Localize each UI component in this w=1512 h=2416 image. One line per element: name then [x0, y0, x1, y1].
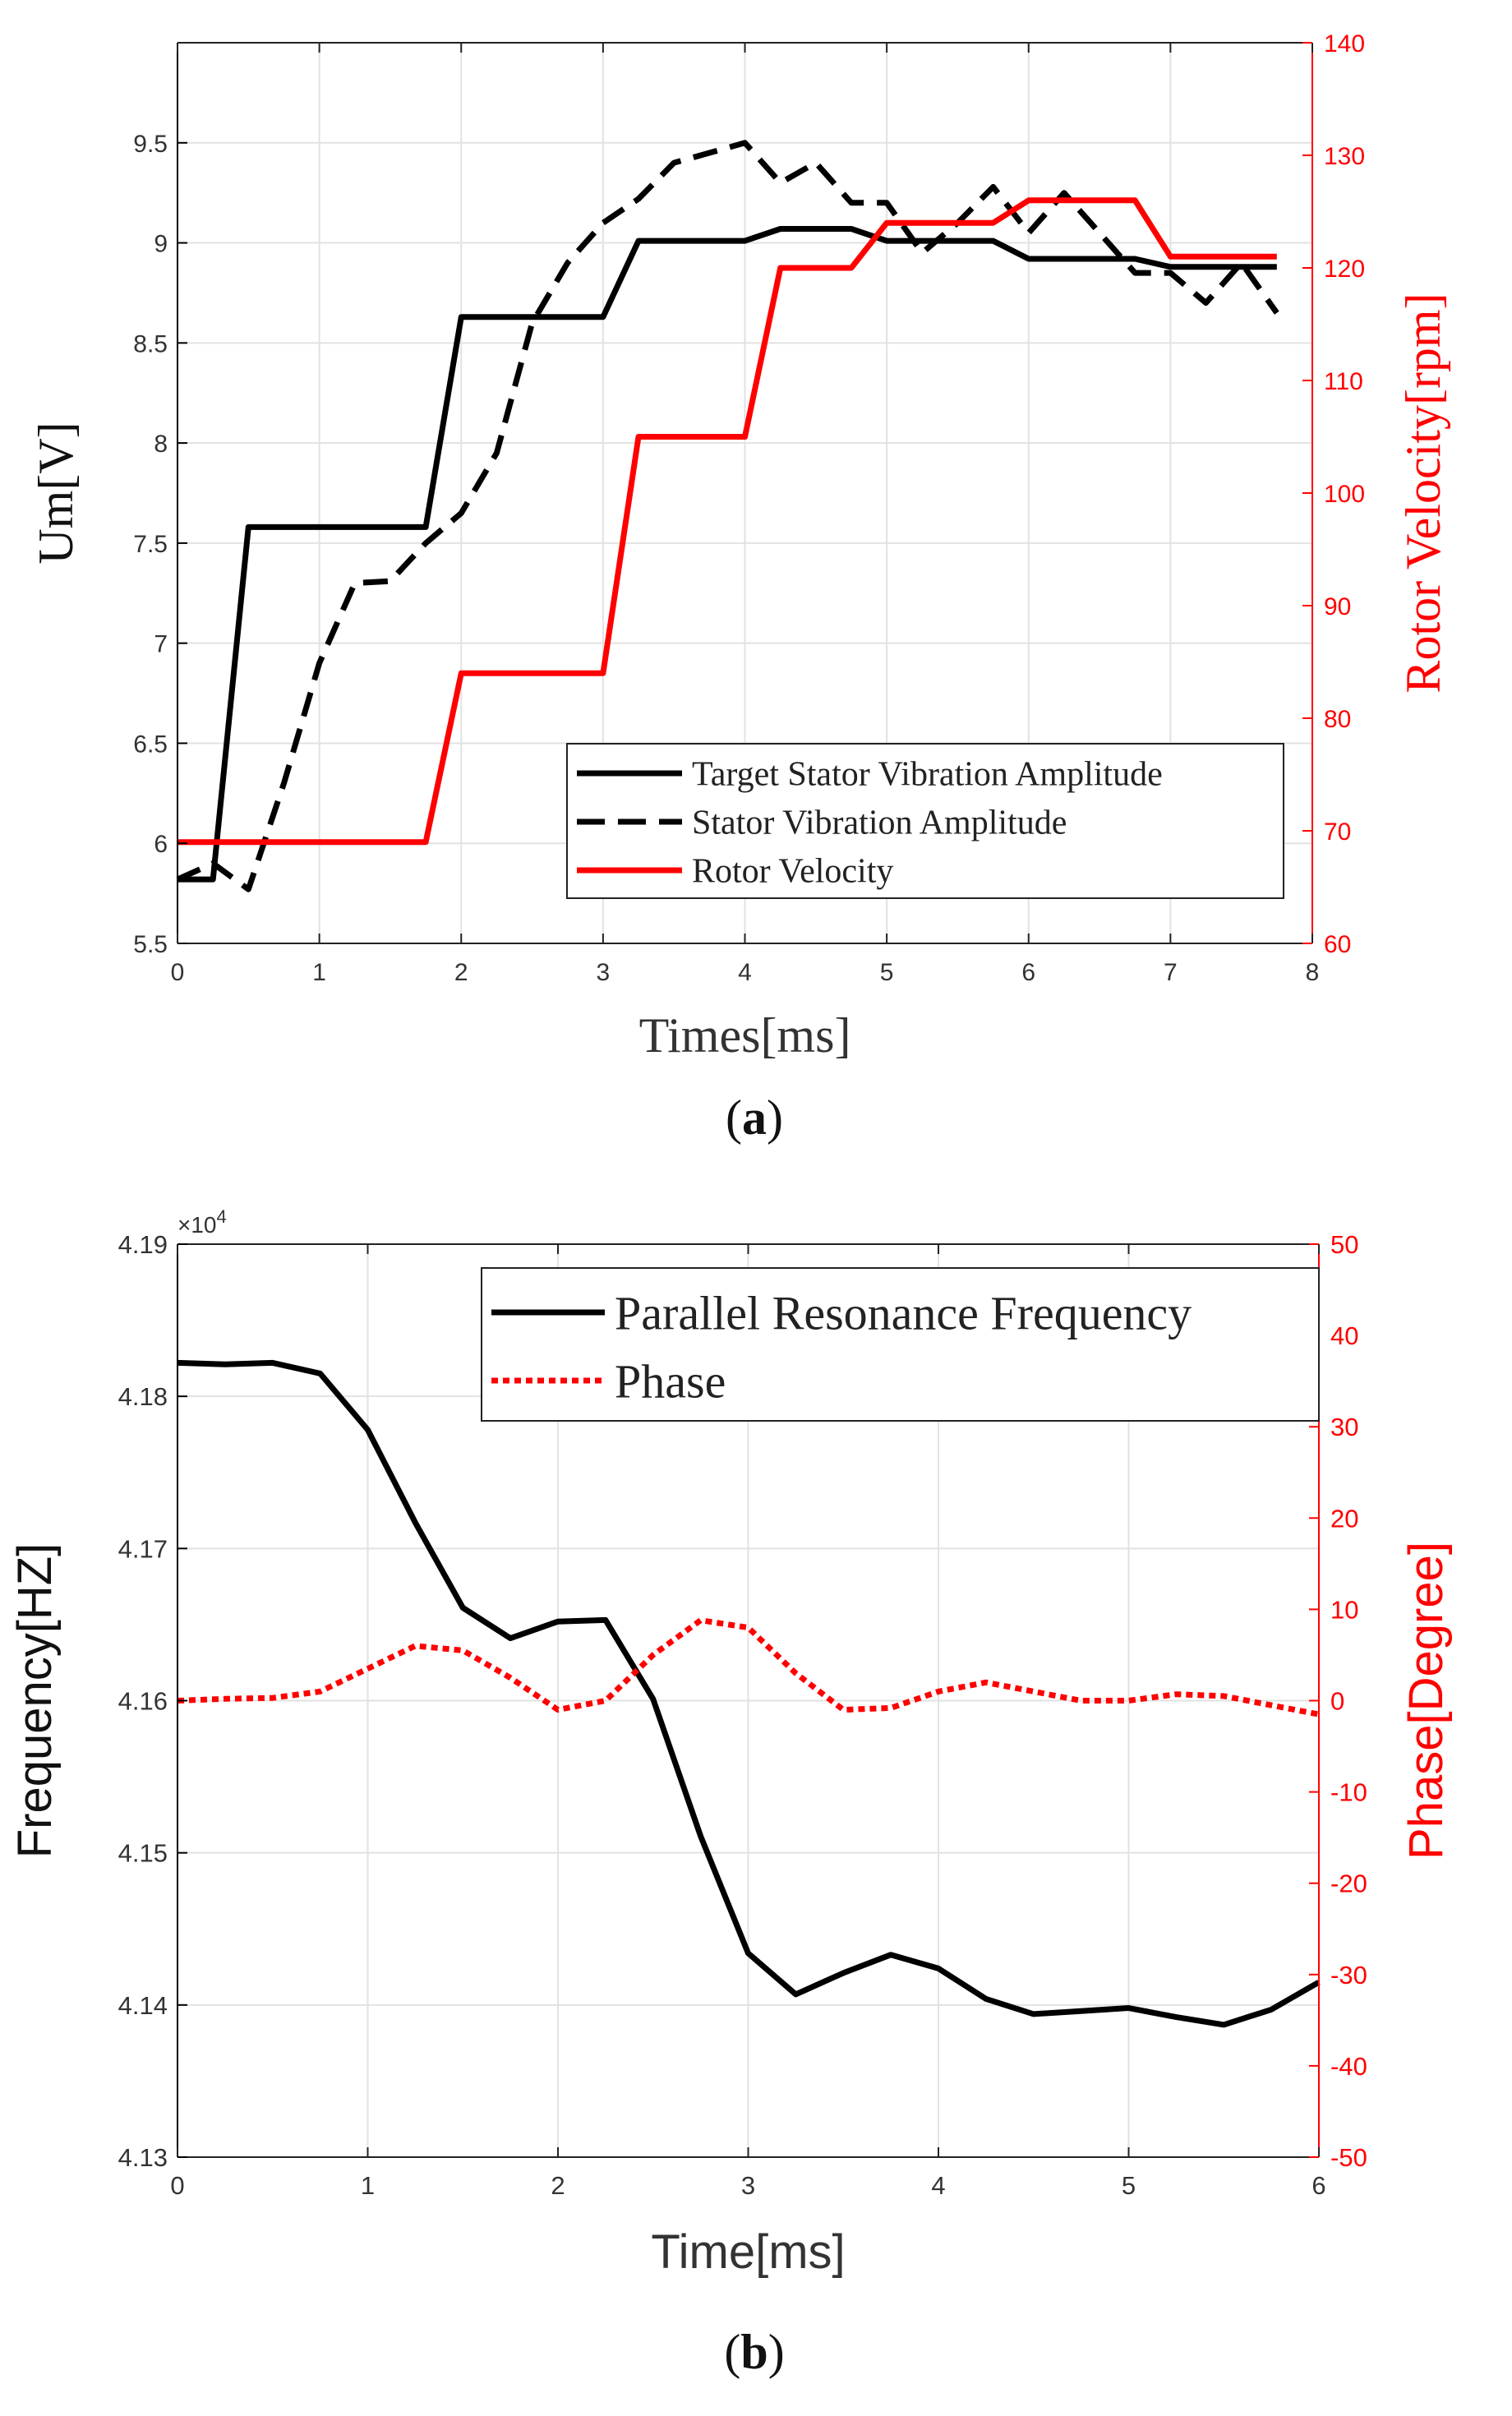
y-tick-label: 4.18	[118, 1382, 168, 1411]
x-tick-label: 7	[1164, 959, 1178, 986]
x-tick-label: 8	[1306, 959, 1320, 986]
x-tick-label: 4	[738, 959, 752, 986]
y-right-tick-label: 70	[1324, 818, 1351, 846]
y-right-axis-title: Rotor Velocity[rpm]	[1396, 293, 1450, 693]
y-right-tick-label: 120	[1324, 256, 1365, 283]
y-right-tick-label: 40	[1330, 1321, 1358, 1350]
y-right-tick-label: 30	[1330, 1413, 1358, 1441]
legend-label: Parallel Resonance Frequency	[615, 1286, 1192, 1339]
legend-box	[481, 1267, 1320, 1422]
legend-label: Rotor Velocity	[692, 853, 893, 891]
y-right-tick-label: 80	[1324, 706, 1351, 733]
y-tick-label: 4.19	[118, 1230, 168, 1259]
legend: Target Stator Vibration Amplitude Stator …	[566, 743, 1284, 899]
panel-caption: (b)	[724, 2325, 784, 2379]
y-right-tick-label: 140	[1324, 30, 1365, 58]
y-right-tick-label: 20	[1330, 1504, 1358, 1533]
y-right-tick-label: 110	[1324, 368, 1363, 395]
y-tick-label: 4.13	[118, 2143, 168, 2172]
y-right-tick-label: 0	[1330, 1687, 1344, 1716]
panel-caption: (a)	[726, 1090, 783, 1145]
y-right-tick-label: 50	[1330, 1230, 1358, 1259]
y-tick-label: 8.5	[133, 330, 168, 357]
y-right-tick-label: 60	[1324, 931, 1351, 958]
x-tick-label: 5	[880, 959, 894, 986]
x-tick-label: 2	[454, 959, 468, 986]
y-tick-label: 6	[154, 831, 168, 858]
x-tick-label: 1	[361, 2171, 375, 2200]
y-right-tick-label: -40	[1330, 2052, 1367, 2081]
series-line-phase	[177, 1617, 1320, 1717]
y-right-tick-label: 100	[1324, 481, 1365, 508]
series-line-rotor-velocity	[177, 197, 1277, 846]
y-axis-title: Frequency[HZ]	[8, 1543, 62, 1859]
series-line-target-stator-vibration-amplitude	[177, 226, 1277, 883]
y-right-tick-label: -20	[1330, 1870, 1367, 1898]
y-tick-label: 5.5	[133, 931, 168, 958]
y-tick-label: 9.5	[133, 131, 168, 158]
y-tick-label: 8	[154, 431, 168, 458]
y-tick-label: 4.16	[118, 1687, 168, 1716]
legend-label: Stator Vibration Amplitude	[692, 805, 1067, 842]
series-line-parallel-resonance-frequency	[177, 1359, 1321, 2028]
y-right-tick-label: -10	[1330, 1778, 1367, 1807]
x-axis-title: Times[ms]	[639, 1008, 851, 1063]
series-line-stator-vibration-amplitude	[176, 140, 1279, 892]
y-right-axis-title: Phase[Degree]	[1399, 1542, 1453, 1860]
y-right-tick-label: 90	[1324, 593, 1351, 620]
x-tick-label: 1	[312, 959, 326, 986]
y-right-tick-label: -50	[1330, 2143, 1367, 2172]
y-tick-label: 7.5	[133, 531, 168, 558]
x-tick-label: 0	[171, 959, 185, 986]
y-tick-label: 4.14	[118, 1991, 168, 2020]
y-tick-label: 4.15	[118, 1839, 168, 1868]
y-tick-label: 6.5	[133, 731, 168, 758]
x-tick-label: 6	[1311, 2171, 1325, 2200]
x-tick-label: 2	[551, 2171, 565, 2200]
x-tick-label: 6	[1021, 959, 1035, 986]
y-right-tick-label: 10	[1330, 1595, 1358, 1624]
y-right-tick-label: -30	[1330, 1961, 1367, 1990]
x-tick-label: 3	[741, 2171, 755, 2200]
x-tick-label: 0	[170, 2171, 184, 2200]
x-tick-label: 4	[931, 2171, 945, 2200]
y-right-tick-label: 130	[1324, 143, 1365, 170]
chart-panel-b: 0 1 2 3 4 5 6 4.13 4.14 4.15 4.16 4.17 4.18 4.19 -50 -4…	[8, 1206, 1453, 2379]
legend-label: Target Stator Vibration Amplitude	[692, 756, 1163, 794]
y-tick-label: 4.17	[118, 1534, 168, 1563]
y-axis-exponent-label: ×104	[177, 1206, 227, 1238]
chart-panel-a: 0 1 2 3 4 5 6 7 8 5.5 6 6.5 7 7.5 8 8.5 9 9.5 60 70 80 90 100 1…	[29, 30, 1450, 1145]
x-tick-label: 3	[597, 959, 611, 986]
legend: Parallel Resonance Frequency Phase	[481, 1267, 1320, 1422]
legend-box	[566, 743, 1284, 899]
legend-label: Phase	[615, 1354, 726, 1408]
y-tick-label: 9	[154, 231, 168, 258]
y-axis-title: Um[V]	[29, 422, 83, 564]
y-tick-label: 7	[154, 631, 168, 658]
x-tick-label: 5	[1122, 2171, 1136, 2200]
x-axis-title: Time[ms]	[651, 2225, 845, 2279]
